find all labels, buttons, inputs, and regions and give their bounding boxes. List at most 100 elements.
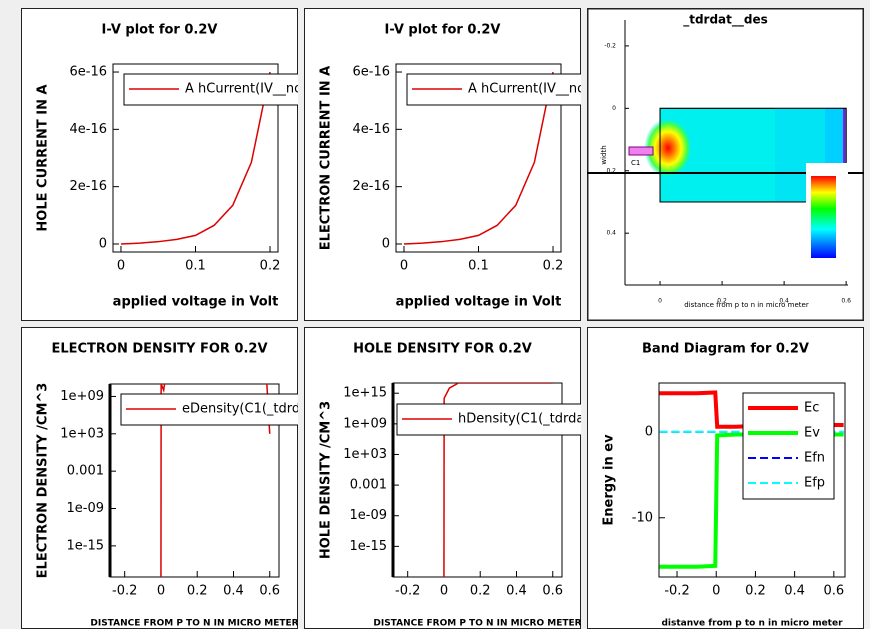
- x-tick-label: -0.2: [664, 584, 689, 599]
- plot-frame: [658, 382, 846, 578]
- y-tick-label: 1e+03: [60, 426, 104, 441]
- device-region: [843, 108, 846, 172]
- y-tick-label: 0: [382, 236, 390, 251]
- panel: I-V plot for 0.2V 0 0.1 0.2 0 2e-16 4e-16 6e-16…: [304, 8, 585, 321]
- panel: I-V plot for 0.2V 0 0.1 0.2 0 2e-16 4e-16 6e-16…: [21, 8, 302, 321]
- y-tick-label: 1e-15: [66, 538, 104, 553]
- x-tick-label: 0.2: [717, 298, 727, 305]
- y-axis-label: width: [600, 145, 608, 164]
- y-tick-label: 1e-09: [66, 501, 104, 516]
- series-line: [403, 71, 554, 245]
- y-tick-label: 1e+03: [343, 447, 387, 462]
- x-tick-label: 0.4: [784, 584, 805, 599]
- x-tick-label: 0: [658, 298, 662, 305]
- y-axis-label: ELECTRON CURRENT IN A: [319, 66, 334, 251]
- y-tick-label: 0.4: [606, 230, 616, 237]
- legend-label: Ec: [804, 401, 819, 416]
- x-axis-label: DISTANCE FROM P TO N IN MICRO METER: [373, 619, 581, 629]
- x-tick-label: 0.4: [223, 584, 244, 599]
- chart-title: ELECTRON DENSITY FOR 0.2V: [51, 342, 267, 357]
- legend-label: Efn: [804, 451, 825, 466]
- y-tick-label: 0: [645, 424, 653, 439]
- x-tick-label: 0.2: [187, 584, 208, 599]
- plot-area: [443, 383, 553, 577]
- y-tick-label: 2e-16: [352, 179, 390, 194]
- legend-box: [742, 392, 835, 500]
- x-tick-label: 0.6: [259, 584, 280, 599]
- x-tick-label: 0: [712, 584, 720, 599]
- y-tick-label: 1e+09: [343, 416, 387, 431]
- y-tick-label: 1e-15: [349, 539, 387, 554]
- x-axis-label: applied voltage in Volt: [396, 295, 562, 310]
- contact: [628, 146, 654, 156]
- x-tick-label: 0.2: [260, 259, 281, 274]
- x-axis-label: distance from p to n in micro meter: [684, 301, 809, 309]
- y-tick-label: 4e-16: [352, 122, 390, 137]
- y-tick-label: 1e+09: [60, 389, 104, 404]
- x-axis-label: applied voltage in Volt: [113, 295, 279, 310]
- chart-title: Band Diagram for 0.2V: [642, 342, 809, 357]
- panel-frame: [21, 327, 298, 629]
- y-tick-label: 4e-16: [69, 122, 107, 137]
- legend-label: Efp: [804, 476, 825, 491]
- y-axis-label: HOLE CURRENT IN A: [36, 84, 51, 231]
- x-axis-label: DISTANCE FROM P TO N IN MICRO METER: [90, 619, 298, 629]
- x-tick-label: -0.2: [395, 584, 420, 599]
- legend-label: A hCurrent(IV__no: [468, 82, 585, 97]
- y-tick-label: 1e-09: [349, 508, 387, 523]
- colorbar: [811, 176, 836, 258]
- series-line: [120, 71, 271, 245]
- panel: Band Diagram for 0.2V -0.2 0 0.2 0.4 0.6 -10 0 d…: [587, 327, 864, 629]
- panel: HOLE DENSITY FOR 0.2V -0.2 0 0.2 0.4 0.6 1e-15…: [304, 327, 584, 629]
- x-tick-label: 0: [157, 584, 165, 599]
- plot-area: [120, 71, 271, 245]
- x-tick-label: 0.2: [543, 259, 564, 274]
- y-tick-label: 0: [99, 236, 107, 251]
- x-tick-label: 0.1: [468, 259, 489, 274]
- series-line: [443, 383, 553, 577]
- x-tick-label: 0: [117, 259, 125, 274]
- x-tick-label: 0.2: [745, 584, 766, 599]
- chart-title: I-V plot for 0.2V: [385, 23, 501, 38]
- x-tick-label: 0.6: [542, 584, 563, 599]
- y-tick-label: -0.2: [604, 42, 616, 49]
- y-tick-label: 1e+15: [343, 386, 387, 401]
- panel-frame: [21, 8, 298, 321]
- y-tick-label: 6e-16: [352, 65, 390, 80]
- x-tick-label: -0.2: [112, 584, 137, 599]
- y-tick-label: 0.2: [606, 167, 616, 174]
- y-axis-label: ELECTRON DENSITY /CM^3: [36, 383, 51, 579]
- x-tick-label: 0.2: [470, 584, 491, 599]
- y-tick-label: 0.001: [67, 464, 104, 479]
- y-tick-label: 0.001: [350, 478, 387, 493]
- plot-area: [403, 71, 554, 245]
- y-tick-label: 6e-16: [69, 65, 107, 80]
- annotation: C1: [631, 159, 640, 167]
- hot-spot: [644, 118, 693, 178]
- panel-frame: [304, 8, 581, 321]
- x-tick-label: 0.4: [506, 584, 527, 599]
- x-tick-label: 0.4: [779, 298, 789, 305]
- x-axis-label: distanve from p to n in micro meter: [661, 619, 843, 629]
- y-axis-label: Energy in ev: [602, 434, 617, 526]
- y-tick-label: 2e-16: [69, 179, 107, 194]
- x-tick-label: 0.6: [823, 584, 844, 599]
- y-tick-label: 0: [612, 105, 616, 112]
- panel: ELECTRON DENSITY FOR 0.2V -0.2 0 0.2 0.4 0.6 1…: [21, 327, 300, 629]
- device-outline: [659, 107, 847, 203]
- x-tick-label: 0.6: [841, 298, 851, 305]
- chart-title: I-V plot for 0.2V: [102, 23, 218, 38]
- panel-frame: [304, 327, 581, 629]
- legend-label: A hCurrent(IV__no: [185, 82, 302, 97]
- legend-label: hDensity(C1(_tdrda: [458, 412, 584, 427]
- x-tick-label: 0.1: [185, 259, 206, 274]
- y-tick-label: -10: [632, 510, 653, 525]
- chart-title: _tdrdat__des: [683, 13, 768, 28]
- x-tick-label: 0: [400, 259, 408, 274]
- legend-label: Ev: [804, 426, 820, 441]
- legend-label: eDensity(C1(_tdrd: [182, 402, 300, 417]
- y-axis-label: HOLE DENSITY /CM^3: [319, 401, 334, 559]
- x-tick-label: 0: [440, 584, 448, 599]
